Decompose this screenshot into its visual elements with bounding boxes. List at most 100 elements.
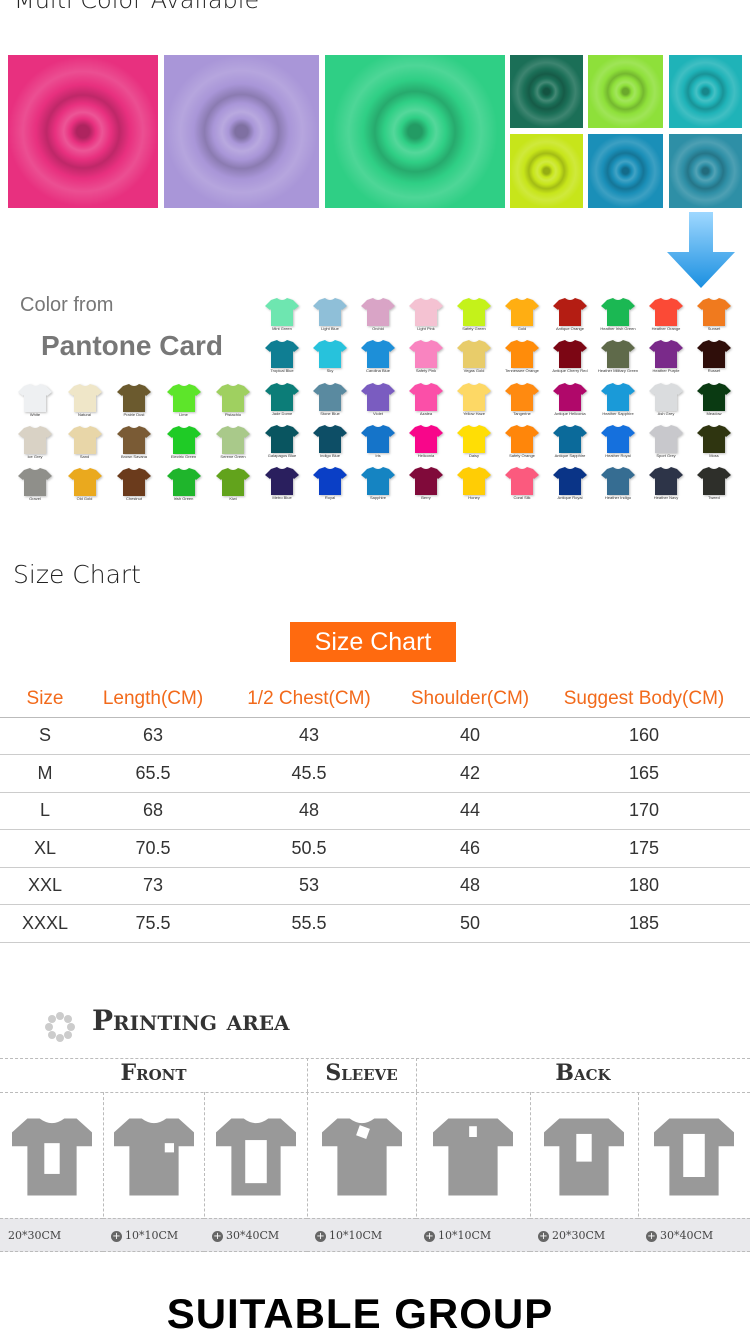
tshirt-icon xyxy=(457,340,491,369)
column-divider xyxy=(638,1092,639,1252)
color-name: Antique Orange xyxy=(555,326,585,331)
table-row: M 65.5 45.5 42 165 xyxy=(0,754,750,793)
color-shirt: Violet xyxy=(356,382,400,416)
column-divider xyxy=(530,1092,531,1252)
column-divider xyxy=(416,1092,417,1252)
table-cell: XL xyxy=(0,829,90,868)
tshirt-icon xyxy=(313,382,347,411)
color-shirt: Honey xyxy=(452,467,496,500)
table-cell: 165 xyxy=(538,754,750,793)
tshirt-icon xyxy=(18,426,52,454)
color-name: Galapagos Blue xyxy=(267,452,297,458)
color-shirt: Natural xyxy=(63,384,107,417)
table-cell: M xyxy=(0,754,90,793)
color-name: Heather Indigo xyxy=(604,495,632,501)
tshirt-icon xyxy=(409,298,443,326)
plus-circle-icon: + xyxy=(212,1231,223,1242)
color-name: Mint Green xyxy=(272,326,292,331)
table-cell: 70.5 xyxy=(90,829,216,868)
color-name: Antique Cherry Red xyxy=(552,368,588,374)
table-cell: 43 xyxy=(216,717,402,755)
color-name: Yellow Haze xyxy=(463,410,485,416)
tshirt-icon xyxy=(409,382,443,411)
tshirt-icon xyxy=(117,426,151,454)
color-shirt: Irish Green xyxy=(162,468,206,501)
color-shirt: White xyxy=(13,384,57,417)
color-name: Antique Royal xyxy=(557,495,583,501)
color-shirt: Sapphire xyxy=(356,467,400,500)
color-shirt: Heather Navy xyxy=(644,467,688,500)
color-shirt: Lime xyxy=(162,384,206,417)
tshirt-icon xyxy=(409,467,443,496)
size-chart-heading: Size Chart xyxy=(13,560,141,589)
print-size: 10*10CM xyxy=(438,1229,492,1242)
table-cell: 170 xyxy=(538,792,750,830)
color-name: Ice Grey xyxy=(27,454,43,459)
tshirt-icon xyxy=(553,467,587,496)
color-name: Heather Irish Green xyxy=(600,326,636,331)
table-cell: 45.5 xyxy=(216,754,402,793)
table-cell: 55.5 xyxy=(216,904,402,943)
color-shirt: Stone Blue xyxy=(308,382,352,416)
tshirt-icon xyxy=(166,426,201,454)
tshirt-icon xyxy=(361,467,395,496)
color-shirt: Brown Savana xyxy=(112,426,156,459)
color-shirt: Heather Purple xyxy=(644,340,688,373)
print-size-label: +30*40CM xyxy=(204,1218,307,1252)
color-name: Safety Pink xyxy=(415,368,437,374)
color-name: Orchid xyxy=(372,326,384,331)
plus-circle-icon: + xyxy=(111,1231,122,1242)
column-header: Suggest Body(CM) xyxy=(538,682,750,718)
print-size-label: +30*40CM xyxy=(638,1218,750,1252)
fabric-swatch xyxy=(325,55,505,208)
color-shirt: Azalea xyxy=(404,382,448,416)
color-shirt: Daisy xyxy=(452,424,496,458)
tshirt-icon xyxy=(601,467,635,496)
print-size-label: +10*10CM xyxy=(416,1218,530,1252)
tshirt-icon xyxy=(601,382,635,411)
color-name: Heather Royal xyxy=(605,452,631,458)
column-divider xyxy=(204,1092,205,1252)
color-name: White xyxy=(29,412,41,417)
tshirt-print-area-icon xyxy=(113,1118,194,1196)
color-shirt: Safety Pink xyxy=(404,340,448,373)
color-shirt: Indigo Blue xyxy=(308,424,352,458)
color-name: Prairie Dust xyxy=(123,412,145,417)
color-shirt: Heather Irish Green xyxy=(596,298,640,331)
table-row: XXXL 75.5 55.5 50 185 xyxy=(0,904,750,943)
table-cell: 180 xyxy=(538,867,750,905)
color-shirt: Antique Cherry Red xyxy=(548,340,592,373)
color-shirt: Heather Military Green xyxy=(596,340,640,373)
flower-icon xyxy=(45,1012,75,1042)
tshirt-icon xyxy=(649,298,683,326)
color-name: Electric Green xyxy=(170,454,197,459)
tshirt-icon xyxy=(18,468,52,496)
table-cell: 48 xyxy=(216,792,402,830)
column-header: Length(CM) xyxy=(90,682,216,718)
tshirt-icon xyxy=(361,340,395,369)
color-shirt: Gravel xyxy=(13,468,57,501)
color-shirt: Tangerine xyxy=(500,382,544,416)
tshirt-icon xyxy=(67,468,102,496)
group-divider xyxy=(416,1058,417,1092)
tshirt-icon xyxy=(505,424,539,453)
table-cell: L xyxy=(0,792,90,830)
color-name: Sunset xyxy=(707,326,721,331)
table-cell: 63 xyxy=(90,717,216,755)
tshirt-icon xyxy=(601,340,635,369)
tshirt-icon xyxy=(649,382,683,411)
fabric-swatch xyxy=(669,134,742,208)
tshirt-icon xyxy=(505,382,539,411)
tshirt-icon xyxy=(313,340,347,369)
color-name: Sport Grey xyxy=(656,452,676,458)
table-row: S 63 43 40 160 xyxy=(0,717,750,755)
color-name: Coral Silk xyxy=(513,495,531,501)
tshirt-icon xyxy=(505,467,539,496)
color-shirt: Light Blue xyxy=(308,298,352,331)
print-size-label: +10*10CM xyxy=(103,1218,204,1252)
color-name: Natural xyxy=(78,412,91,417)
table-row: L 68 48 44 170 xyxy=(0,792,750,830)
table-cell: 75.5 xyxy=(90,904,216,943)
tshirt-icon xyxy=(697,298,731,326)
color-name: Serene Green xyxy=(220,454,246,459)
